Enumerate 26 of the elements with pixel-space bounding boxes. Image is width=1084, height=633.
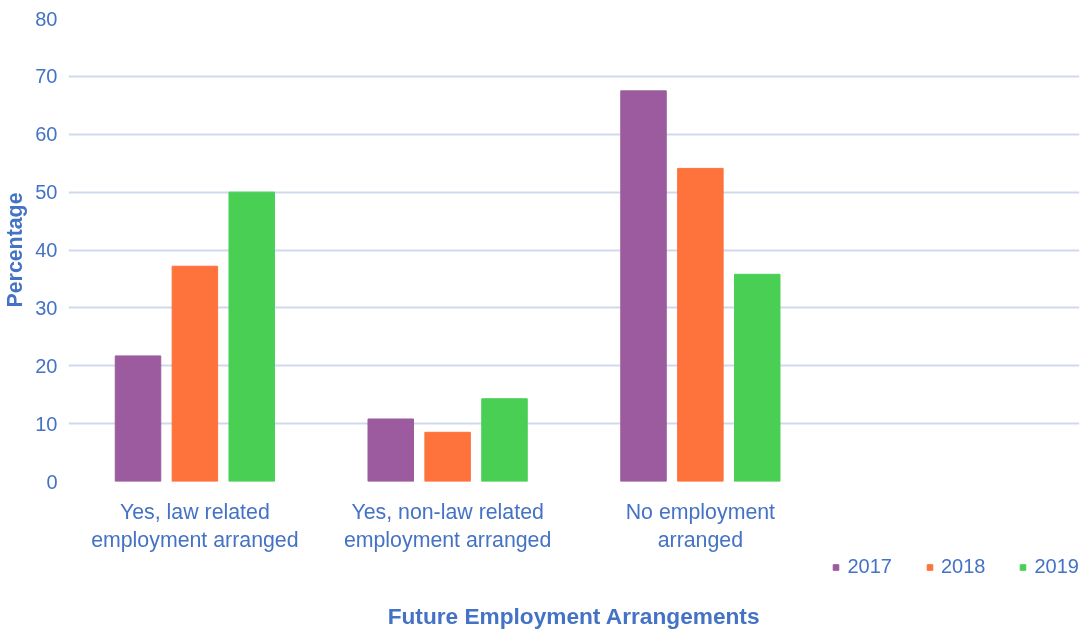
y-tick-label: 80 bbox=[35, 7, 58, 30]
bar bbox=[481, 398, 528, 482]
y-tick-label: 70 bbox=[35, 65, 58, 88]
bar bbox=[171, 265, 219, 482]
bar bbox=[114, 355, 162, 482]
y-axis-title: Percentage bbox=[3, 192, 28, 308]
bar bbox=[734, 273, 781, 482]
y-tick-label: 30 bbox=[35, 296, 58, 319]
bar bbox=[367, 418, 414, 482]
y-tick-label: 50 bbox=[35, 181, 58, 204]
y-tick-label: 10 bbox=[35, 412, 58, 435]
bar bbox=[228, 191, 275, 482]
y-tick-label: 40 bbox=[35, 239, 58, 261]
legend-label: 2018 bbox=[941, 555, 986, 578]
y-tick-label: 60 bbox=[35, 123, 58, 146]
x-tick-label: No employment arranged bbox=[625, 499, 776, 553]
bar bbox=[677, 167, 724, 482]
y-tick-label: 20 bbox=[35, 354, 58, 377]
x-tick-label: Yes, law related employment arranged bbox=[91, 499, 299, 553]
x-axis-title: Future Employment Arrangements bbox=[387, 602, 760, 629]
legend-label: 2019 bbox=[1034, 555, 1079, 578]
y-tick-label: 0 bbox=[46, 470, 58, 493]
bar bbox=[620, 90, 667, 482]
bar bbox=[424, 431, 471, 482]
x-tick-label: Yes, non-law related employment arranged bbox=[343, 499, 552, 553]
legend-label: 2017 bbox=[847, 555, 892, 578]
